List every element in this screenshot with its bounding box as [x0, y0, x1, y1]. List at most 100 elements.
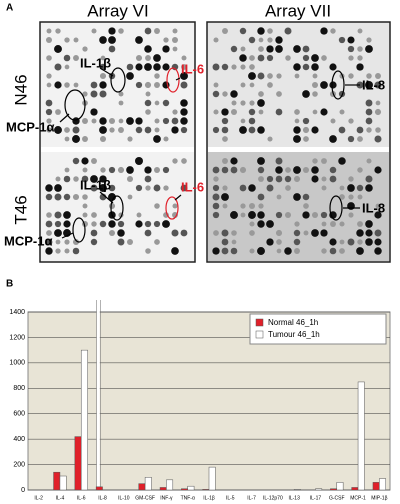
array-spot: [357, 28, 363, 34]
array-spot: [311, 175, 319, 183]
annotation: IL-8: [362, 77, 385, 92]
array-spot: [64, 37, 70, 43]
array-spot: [221, 193, 229, 201]
array-spot: [366, 158, 372, 164]
array-spot: [64, 136, 70, 142]
array-spot: [144, 126, 152, 134]
array-spot: [222, 185, 228, 191]
array-spot: [99, 135, 107, 143]
array-spot: [285, 55, 291, 61]
array-spot: [213, 109, 219, 115]
y-tick-label: 800: [13, 385, 25, 392]
array-spot: [171, 117, 179, 125]
array-spot: [181, 55, 187, 61]
array-spot: [171, 126, 179, 134]
array-spot: [64, 239, 70, 245]
array-spot: [258, 46, 264, 52]
array-spot: [108, 202, 116, 210]
array-spot: [221, 108, 229, 116]
array-spot: [230, 108, 238, 116]
array-spot: [222, 91, 228, 97]
array-spot: [126, 166, 134, 174]
array-spot: [347, 202, 355, 210]
annotation: IL-6: [181, 61, 204, 76]
array-spot: [144, 45, 152, 53]
x-tick-label: IL-7: [247, 495, 256, 501]
array-spot: [46, 73, 52, 79]
array-spot: [117, 229, 125, 237]
array-spot: [294, 221, 300, 227]
array-spot: [90, 175, 98, 183]
arrow: [99, 67, 114, 77]
array-spot: [248, 202, 256, 210]
array-spot: [108, 193, 116, 201]
array-spot: [357, 55, 363, 61]
array-spot: [154, 203, 160, 209]
array-spot: [311, 166, 319, 174]
array-spot: [73, 82, 79, 88]
array-spot: [72, 238, 80, 246]
array-spot: [180, 81, 188, 89]
array-spot: [46, 118, 52, 124]
array-spot: [248, 36, 256, 44]
array-spot: [321, 221, 327, 227]
y-tick-label: 400: [13, 436, 25, 443]
x-tick-label: MIP-1β: [371, 495, 387, 501]
array-spot: [348, 55, 354, 61]
array-spot: [329, 166, 337, 174]
array-spot: [366, 37, 372, 43]
array-spot: [117, 220, 125, 228]
array-spot: [82, 91, 88, 97]
annotation: IL-8: [362, 200, 385, 215]
array-spot: [267, 73, 273, 79]
array-spot: [172, 28, 178, 34]
array-spot: [293, 135, 301, 143]
array-spot: [375, 100, 381, 106]
array-spot: [163, 185, 169, 191]
bar: [80, 349, 88, 491]
array-spot: [258, 91, 264, 97]
array-spot: [258, 37, 264, 43]
array-spot: [240, 118, 246, 124]
array-spot: [213, 176, 219, 182]
array-spot: [320, 229, 328, 237]
array-spot: [311, 63, 319, 71]
annotation: MCP-1α: [4, 233, 52, 248]
array-spot: [46, 212, 52, 218]
annotations: [59, 67, 360, 243]
bar: [53, 471, 61, 491]
array-spot: [154, 167, 160, 173]
array-spot: [212, 63, 220, 71]
x-tick-label: IL-10: [118, 495, 130, 501]
array-spot: [339, 194, 345, 200]
array-spot: [239, 27, 247, 35]
bar: [315, 488, 323, 491]
circle: [72, 217, 86, 243]
array-spot: [239, 166, 247, 174]
array-spot: [303, 203, 309, 209]
array-spot: [63, 54, 71, 62]
array-spot: [321, 55, 327, 61]
array-spot: [54, 193, 62, 201]
array-spot: [266, 238, 274, 246]
array-spot: [276, 248, 282, 254]
array-spot: [303, 230, 309, 236]
array-spot: [329, 63, 337, 71]
array-spot: [72, 135, 80, 143]
array-spot: [357, 194, 363, 200]
array-spot: [330, 221, 336, 227]
array-spot: [54, 63, 62, 71]
array-spot: [339, 109, 345, 115]
array-spot: [302, 117, 310, 125]
array-spot: [54, 126, 62, 134]
array-spot: [258, 176, 264, 182]
array-spot: [163, 37, 169, 43]
x-tick-label: IL-12p70: [263, 495, 283, 501]
array-spot: [153, 54, 161, 62]
array-spot: [249, 230, 255, 236]
array-spot: [257, 72, 265, 80]
array-spot: [90, 90, 98, 98]
array-spot: [108, 117, 116, 125]
array-spot: [321, 248, 327, 254]
array-spot: [54, 45, 62, 53]
